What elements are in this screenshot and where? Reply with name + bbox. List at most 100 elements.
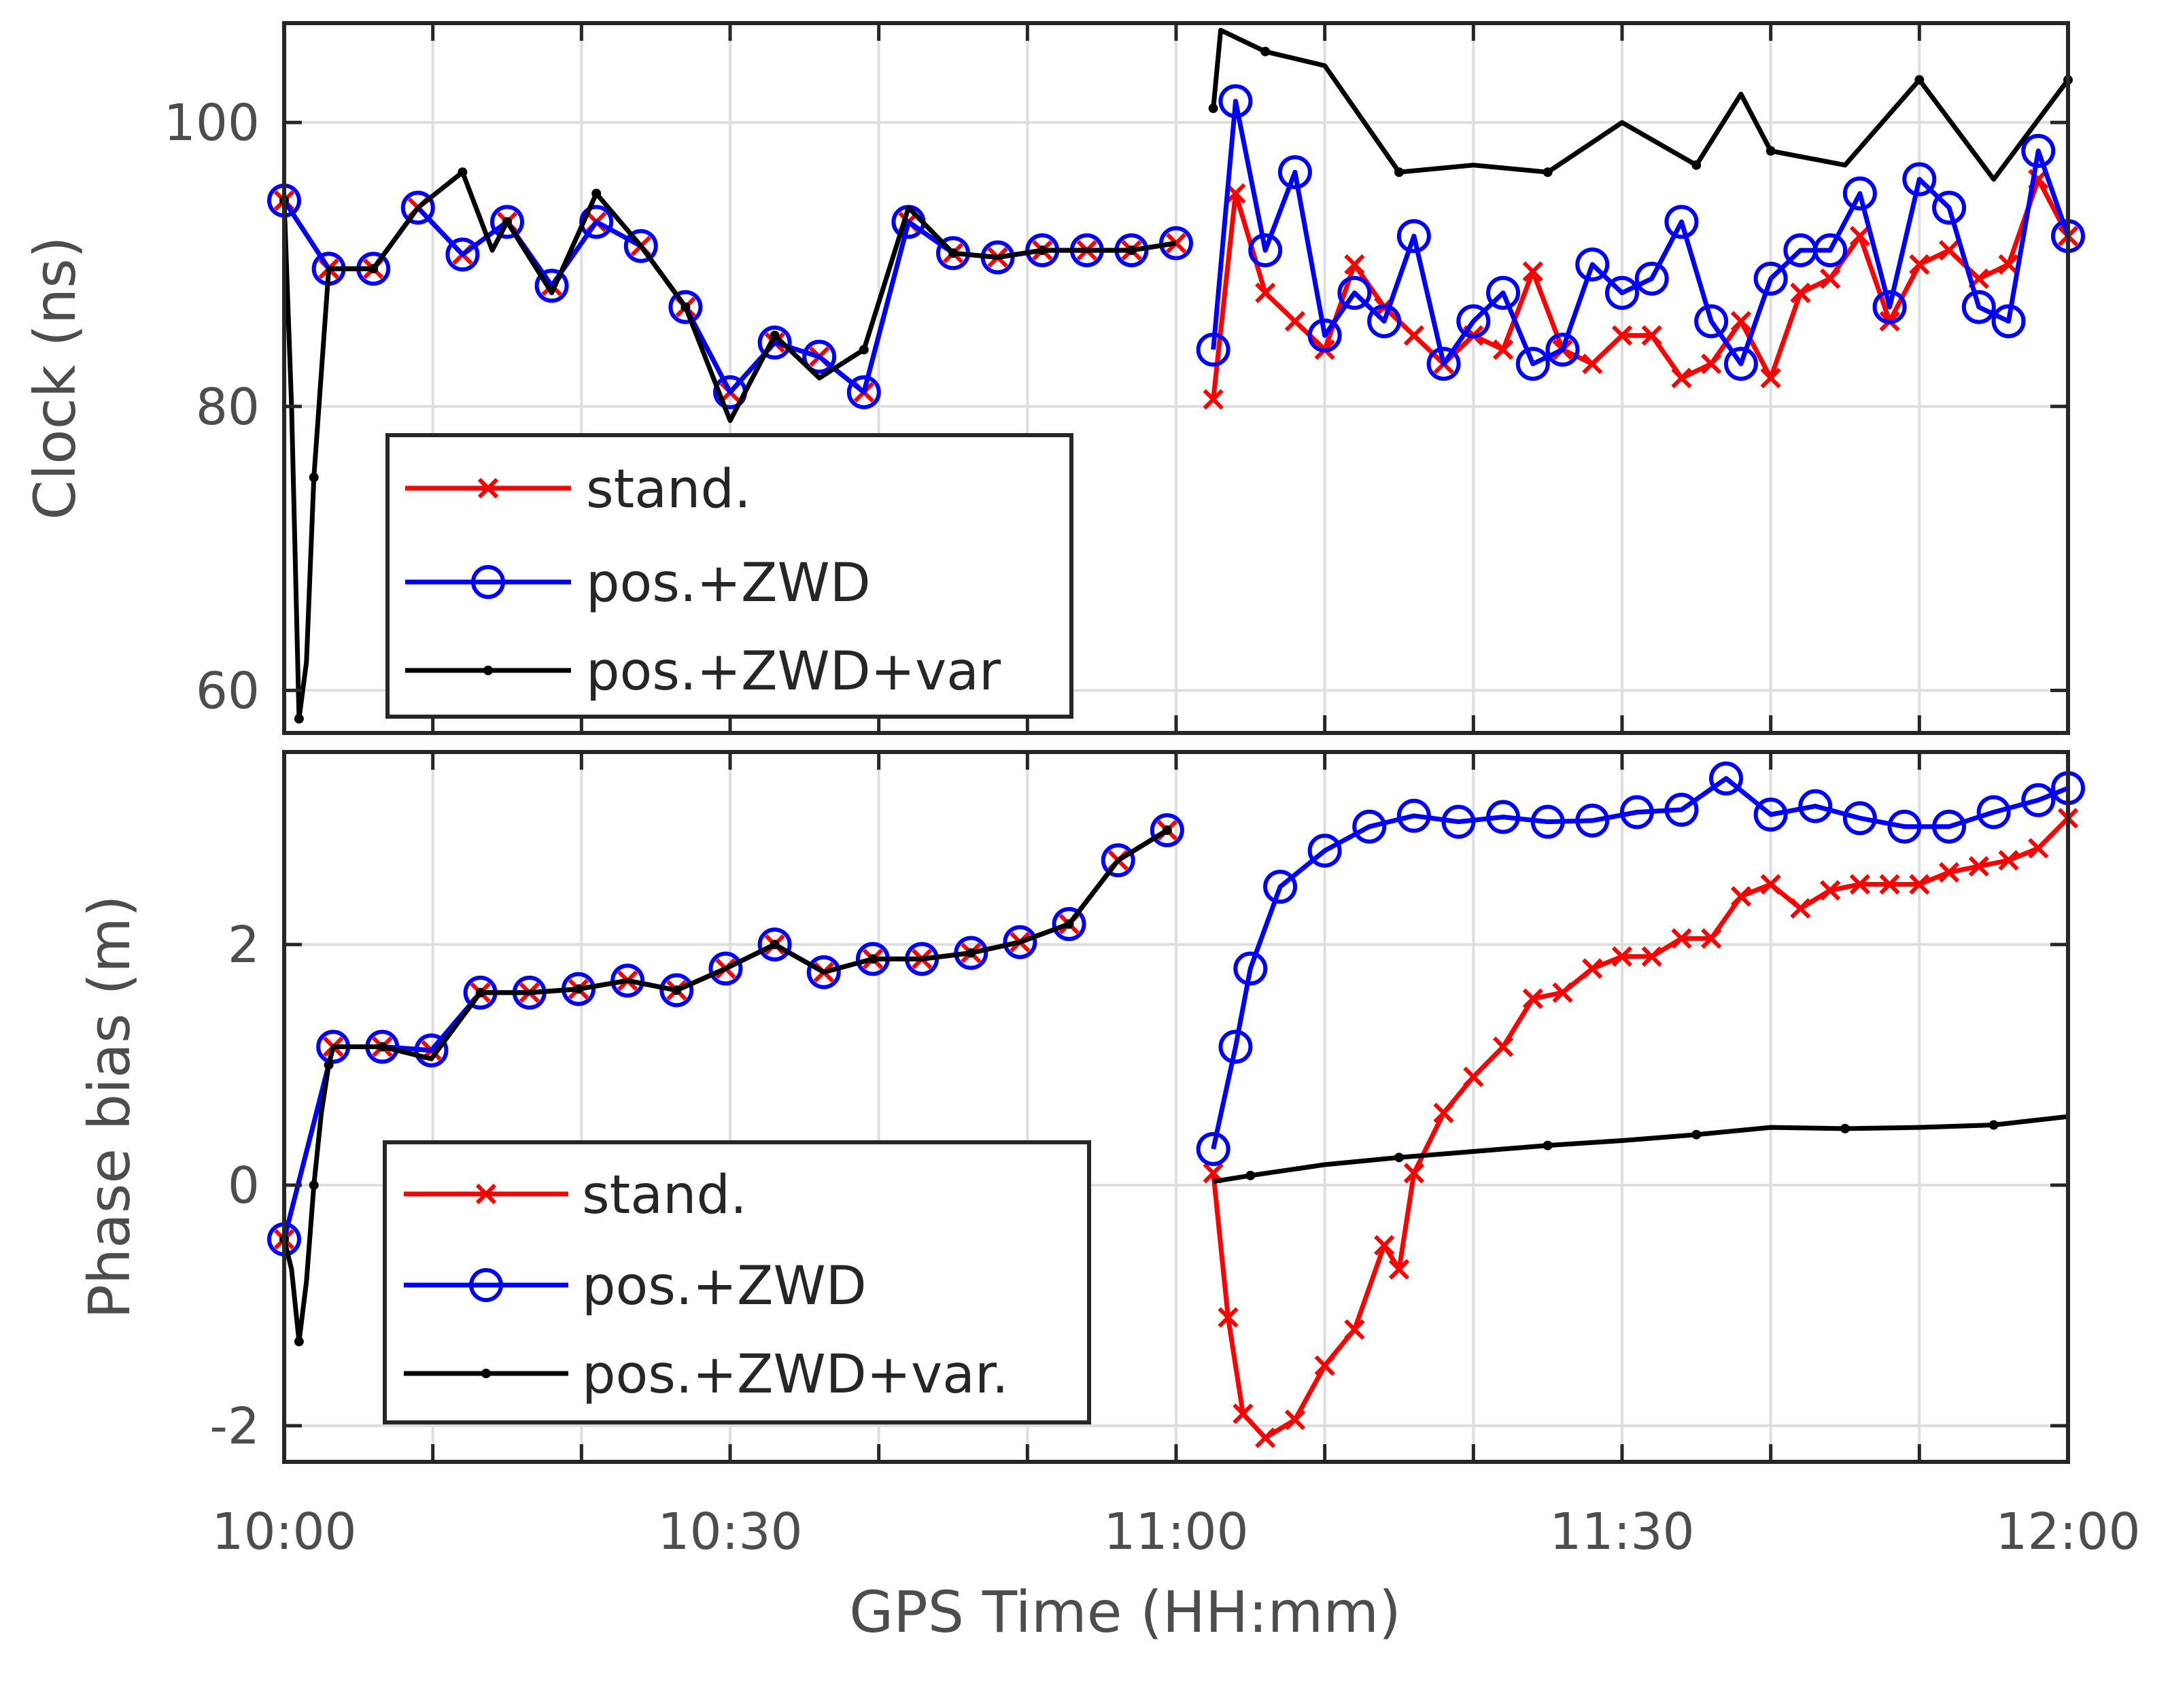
phase-bias-series-stand-point <box>1403 1163 1424 1184</box>
phase-bias-series-pos-zwd-point <box>1619 795 1654 830</box>
clock-series-pos-zwd-point <box>1218 84 1253 118</box>
phase-bias-series-pos-zwd-point <box>1575 803 1610 838</box>
clock-legend: stand. pos.+ZWD pos.+ZWD+var <box>385 433 1073 719</box>
clock-series-pos-zwd-var-point <box>948 248 958 258</box>
phase-bias-series-pos-zwd-var-point <box>672 985 682 995</box>
phase-bias-series-stand-point <box>1255 1427 1276 1448</box>
phase-bias-series-pos-zwd-point <box>1218 1029 1253 1064</box>
clock-series-pos-zwd-var-point <box>591 188 602 199</box>
clock-ytick-label: 100 <box>164 94 260 152</box>
legend2-label-pos-zwd-var: pos.+ZWD+var. <box>582 1344 1009 1405</box>
clock-series-pos-zwd-point <box>1307 318 1342 353</box>
legend-label-stand: stand. <box>586 459 751 520</box>
phase-bias-y-axis-label: Phase bias (m) <box>76 895 143 1318</box>
phase-bias-ticks: -2 0 2 10:00 10:30 11:00 11:30 12:00 <box>209 752 2141 1561</box>
phase-bias-series-pos-zwd-point <box>659 973 694 1008</box>
phase-bias-series-stand-point <box>1463 1066 1484 1087</box>
phase-bias-series-stand-point <box>1820 880 1841 901</box>
clock-series-stand-point <box>1255 282 1276 303</box>
clock-series-pos-zwd-point <box>1545 332 1580 367</box>
phase-bias-series-pos-zwd-var-point <box>1064 919 1074 929</box>
clock-series-pos-zwd-point <box>757 325 792 360</box>
clock-series-pos-zwd-point <box>1367 304 1402 339</box>
clock-series-pos-zwd-point <box>490 205 524 239</box>
phase-bias-series-pos-zwd-point <box>1932 809 1967 844</box>
clock-series-stand-point <box>1641 325 1662 346</box>
phase-bias-series-pos-zwd-point <box>1003 925 1037 959</box>
clock-series-pos-zwd-point <box>1991 304 2026 339</box>
phase-bias-series-pos-zwd-point <box>1842 801 1877 836</box>
x-tick-label: 11:00 <box>1103 1503 1248 1561</box>
clock-series-stand-point <box>1203 389 1224 410</box>
clock-series-stand-point <box>1492 339 1514 360</box>
clock-series-pos-zwd-point <box>1842 176 1877 211</box>
clock-series-pos-zwd-point <box>1277 155 1312 190</box>
phase-bias-legend-marker-pos-zwd <box>469 1268 503 1302</box>
phase-bias-series-stand-point <box>1641 946 1662 967</box>
phase-bias-series-pos-zwd-var-point <box>1245 1170 1256 1180</box>
legend2-entry-pos-zwd: pos.+ZWD <box>404 1256 867 1317</box>
phase-bias-series-pos-zwd-var-point <box>324 1060 334 1070</box>
phase-bias-series-stand-point <box>1314 1355 1335 1376</box>
clock-series-stand-point <box>1582 353 1603 375</box>
phase-bias-series-pos-zwd-var-point <box>309 1180 319 1191</box>
phase-bias-series-stand-point <box>1938 861 1960 883</box>
phase-bias-series-pos-zwd-point <box>1798 789 1833 823</box>
legend-entry-pos-zwd: pos.+ZWD <box>405 553 871 614</box>
clock-ytick-label: 60 <box>196 662 260 720</box>
legend2-entry-stand: stand. <box>404 1165 747 1226</box>
phase-bias-series-stand-point <box>1374 1235 1395 1256</box>
phase-bias-series-pos-zwd-point <box>1233 951 1268 986</box>
legend2-label-pos-zwd: pos.+ZWD <box>582 1256 867 1317</box>
clock-series-pos-zwd-point <box>1961 290 1996 324</box>
clock-series-pos-zwd-point <box>1426 347 1461 381</box>
clock-series-pos-zwd-var-point <box>1208 103 1218 114</box>
clock-series-pos-zwd-point <box>2021 133 2056 168</box>
phase-bias-series-pos-zwd-var-point <box>1394 1152 1404 1163</box>
clock-series-pos-zwd-var-point <box>458 167 468 177</box>
clock-series-stand-point <box>1760 367 1781 389</box>
legend-entry-stand: stand. <box>405 459 751 520</box>
phase-bias-series-pos-zwd-var-point <box>966 948 976 958</box>
phase-bias-series-pos-zwd-var-point <box>294 1337 304 1347</box>
clock-series-stand-point <box>1790 282 1811 303</box>
clock-series-pos-zwd-point <box>1813 233 1848 268</box>
phase-bias-series-stand-point <box>2028 838 2049 859</box>
phase-bias-series-pos-zwd-var-point <box>475 987 485 997</box>
clock-series-pos-zwd-point <box>1515 347 1550 381</box>
phase-bias-series-stand-point <box>1552 982 1573 1004</box>
phase-bias-series-pos-zwd-point <box>1486 800 1521 834</box>
phase-bias-series-pos-zwd-point <box>2021 783 2056 817</box>
clock-series-pos-zwd-point <box>623 228 658 263</box>
phase-bias-series-stand-point <box>1849 874 1870 895</box>
phase-bias-series-pos-zwd-var-point <box>867 954 878 964</box>
legend-entry-pos-zwd-var: pos.+ZWD+var <box>405 641 1001 702</box>
clock-series-pos-zwd-var <box>279 27 2073 724</box>
phase-bias-series-pos-zwd-point <box>1352 809 1387 844</box>
clock-series-pos-zwd-point <box>1337 275 1372 310</box>
phase-bias-series-pos-zwd-point <box>414 1033 449 1068</box>
clock-series-pos-zwd-var-point <box>1543 167 1553 177</box>
phase-bias-series-pos-zwd-point <box>1396 798 1431 833</box>
legend2-entry-pos-zwd-var: pos.+ZWD+var. <box>404 1344 1009 1405</box>
clock-series-pos-zwd-point <box>802 339 837 374</box>
clock-series-pos-zwd-var-line <box>281 27 2070 721</box>
phase-bias-series-pos-zwd-point <box>610 963 645 998</box>
clock-series-pos-zwd-var-point <box>681 302 691 312</box>
clock-series-pos-zwd-point <box>1486 275 1521 310</box>
phase-bias-series-pos-zwd-point <box>1196 1131 1230 1166</box>
clock-series-pos-zwd-point <box>1932 190 1967 225</box>
clock-series-pos-zwd-var-point <box>1914 75 1925 85</box>
phase-bias-series-pos-zwd-point <box>806 955 841 989</box>
clock-series-pos-zwd-point <box>1248 233 1283 268</box>
clock-series-stand-point <box>1909 254 1930 275</box>
phase-bias-series-pos-zwd-var-point <box>1840 1123 1850 1133</box>
clock-legend-marker-pos-zwd <box>471 565 505 599</box>
phase-bias-series-stand-point <box>1998 850 2019 871</box>
phase-bias-series-stand-point <box>1218 1307 1239 1328</box>
phase-bias-series-pos-zwd-point <box>1263 870 1298 904</box>
clock-series-pos-zwd-point <box>1694 304 1729 339</box>
phase-bias-series-pos-zwd-point <box>1709 761 1744 796</box>
phase-bias-series-stand-point <box>1582 958 1603 979</box>
phase-bias-series-pos-zwd-point <box>1664 792 1699 827</box>
